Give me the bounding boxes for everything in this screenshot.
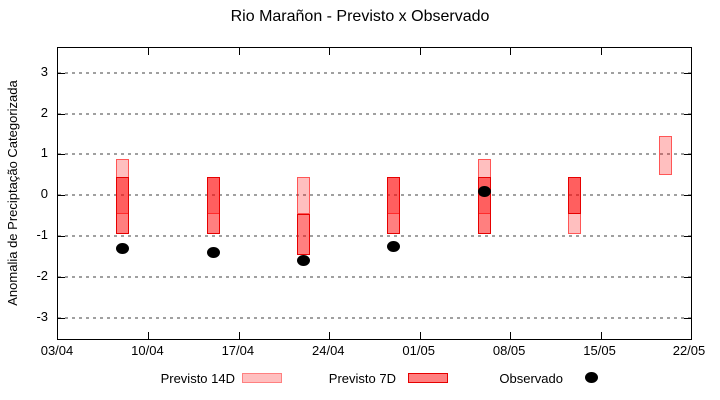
x-tick-label: 03/04 bbox=[40, 343, 74, 358]
x-tick-label: 08/05 bbox=[492, 343, 526, 358]
x-tick-mark bbox=[419, 332, 421, 339]
plot-area bbox=[57, 47, 692, 340]
y-tick-mark bbox=[684, 317, 691, 319]
observado-dot bbox=[116, 242, 130, 254]
observado-dot bbox=[206, 246, 220, 258]
y-tick-mark bbox=[684, 195, 691, 197]
y-tick-label: -1 bbox=[36, 227, 48, 243]
y-tick-mark bbox=[684, 113, 691, 115]
x-tick-mark bbox=[148, 48, 150, 55]
y-tick-label: 0 bbox=[40, 186, 48, 202]
x-tick-mark bbox=[510, 332, 512, 339]
y-tick-mark bbox=[58, 195, 65, 197]
gridline bbox=[58, 275, 691, 278]
previsto-14d-bar bbox=[296, 176, 310, 214]
x-tick-label: 24/04 bbox=[312, 343, 345, 358]
y-tick-mark bbox=[58, 72, 65, 74]
legend-label-observado: Observado bbox=[499, 371, 563, 386]
previsto-7d-bar bbox=[387, 176, 401, 235]
y-tick-mark bbox=[58, 317, 65, 319]
y-tick-mark bbox=[684, 154, 691, 156]
x-tick-mark bbox=[238, 332, 240, 339]
observado-dot bbox=[296, 255, 310, 267]
gridline bbox=[58, 316, 691, 319]
y-tick-mark bbox=[684, 72, 691, 74]
y-tick-mark bbox=[58, 154, 65, 156]
x-tick-label: 17/04 bbox=[221, 343, 255, 358]
x-tick-label: 10/04 bbox=[131, 343, 164, 358]
x-tick-mark bbox=[329, 332, 331, 339]
chart-title: Rio Marañon - Previsto x Observado bbox=[230, 8, 490, 25]
x-tick-label: 22/05 bbox=[672, 343, 706, 358]
y-tick-label: 1 bbox=[40, 145, 48, 161]
legend-observado-dot-icon bbox=[585, 372, 598, 383]
previsto-7d-bar bbox=[568, 176, 582, 214]
x-tick-mark bbox=[600, 332, 602, 339]
x-tick-label: 01/05 bbox=[402, 343, 435, 358]
x-tick-mark bbox=[600, 48, 602, 55]
y-tick-mark bbox=[684, 236, 691, 238]
x-tick-mark bbox=[148, 332, 150, 339]
x-tick-mark bbox=[238, 48, 240, 55]
previsto-7d-bar bbox=[296, 213, 310, 255]
gridline bbox=[58, 153, 691, 156]
legend-swatch-previsto-7d-icon bbox=[408, 373, 448, 383]
legend-label-previsto-7d: Previsto 7D bbox=[328, 371, 396, 386]
x-tick-label: 15/05 bbox=[583, 343, 616, 358]
legend-label-previsto-14d: Previsto 14D bbox=[160, 371, 235, 386]
y-tick-label: -3 bbox=[36, 308, 48, 324]
gridline bbox=[58, 71, 691, 74]
x-tick-mark bbox=[510, 48, 512, 55]
y-tick-label: 2 bbox=[40, 104, 48, 120]
y-tick-mark bbox=[58, 276, 65, 278]
y-tick-label: -2 bbox=[36, 267, 48, 283]
previsto-14d-bar bbox=[658, 136, 672, 175]
gridline bbox=[58, 235, 691, 238]
y-tick-mark bbox=[684, 276, 691, 278]
y-tick-mark bbox=[58, 236, 65, 238]
gridline bbox=[58, 194, 691, 197]
previsto-7d-bar bbox=[206, 176, 220, 235]
y-tick-label: 3 bbox=[40, 63, 48, 79]
gridline bbox=[58, 112, 691, 115]
observado-dot bbox=[477, 185, 491, 197]
observado-dot bbox=[387, 240, 401, 252]
x-tick-mark bbox=[329, 48, 331, 55]
y-tick-mark bbox=[58, 113, 65, 115]
x-tick-mark bbox=[419, 48, 421, 55]
previsto-7d-bar bbox=[116, 176, 130, 235]
legend-swatch-previsto-14d-icon bbox=[242, 373, 282, 383]
